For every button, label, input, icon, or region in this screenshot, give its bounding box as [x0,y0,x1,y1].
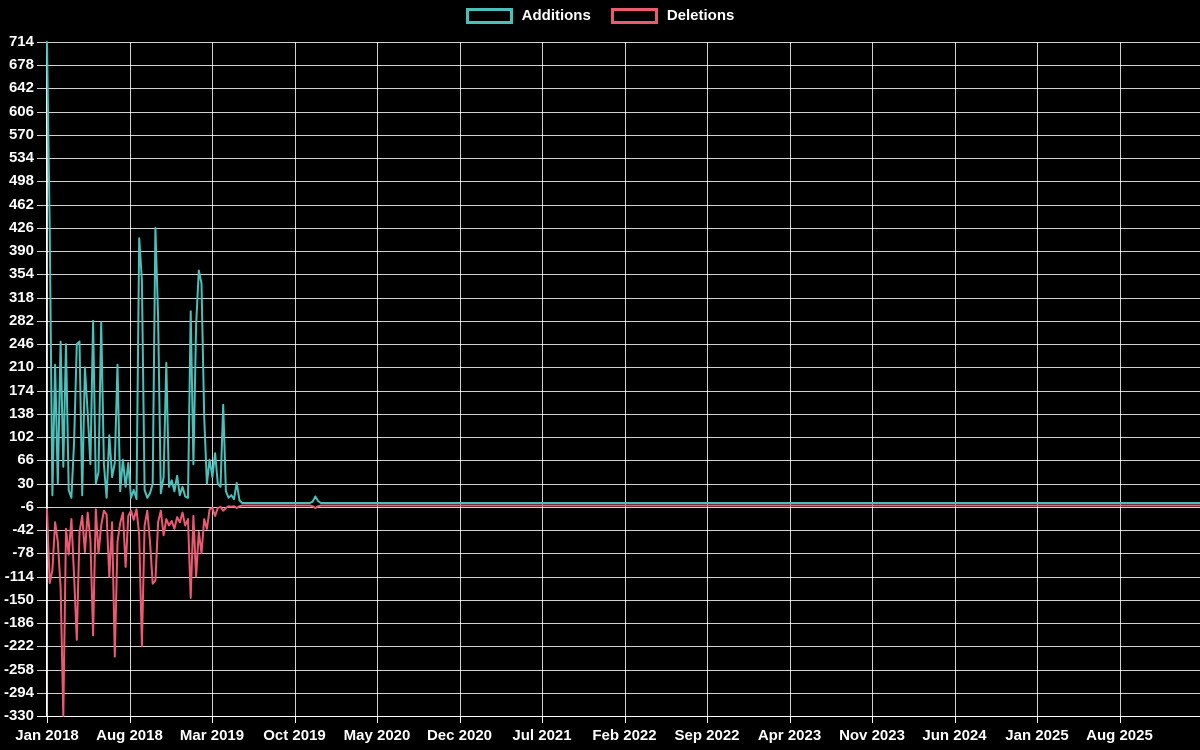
x-tick-label: Dec 2020 [426,727,493,744]
y-tick-label: 462 [8,195,34,213]
x-tick-label: Feb 2022 [592,727,657,744]
deletions-legend-swatch-icon [610,8,658,24]
y-tick-label: -294 [3,683,34,701]
y-tick-label: 354 [8,265,34,283]
y-tick-label: 642 [8,79,34,97]
x-tick-label: Jun 2024 [922,727,987,744]
y-tick-label: -186 [3,614,34,632]
y-tick-label: 714 [8,33,34,50]
x-tick-label: Sep 2022 [674,727,740,744]
x-tick-label: Mar 2019 [179,727,245,744]
x-tick-label: Jan 2018 [15,727,79,744]
y-tick-label: -222 [3,637,34,655]
y-tick-label: -114 [4,567,34,585]
y-tick-label: 246 [8,335,34,353]
y-tick-label: 390 [8,242,34,260]
y-tick-label: 498 [8,172,34,190]
y-tick-label: 282 [8,311,34,329]
y-tick-label: 606 [8,102,34,120]
y-tick-label: -6 [20,497,34,515]
legend-item-deletions[interactable]: Deletions [610,7,735,25]
chart-legend: Additions Deletions [0,7,1200,25]
y-tick-label: -42 [12,521,34,539]
y-tick-label: 426 [8,218,34,236]
x-tick-label: Nov 2023 [839,727,905,744]
x-tick-label: Oct 2019 [263,727,326,744]
additions-line [46,41,1200,504]
x-tick-label: Aug 2025 [1086,727,1153,744]
y-tick-label: -78 [12,544,34,562]
x-tick-label: May 2020 [343,727,411,744]
y-tick-label: 678 [8,56,34,74]
y-tick-label: 138 [8,404,34,422]
legend-item-additions[interactable]: Additions [465,7,591,25]
y-tick-label: 30 [17,474,34,492]
deletions-line [46,504,1200,717]
y-tick-label: -330 [3,707,34,724]
x-tick-label: Aug 2018 [96,727,163,744]
x-tick-label: Jul 2021 [512,727,572,744]
y-tick-label: 570 [8,125,34,143]
y-tick-label: 102 [8,428,34,446]
x-tick-label: Jan 2025 [1005,727,1069,744]
x-tick-label: Apr 2023 [757,727,822,744]
y-tick-label: 318 [8,288,34,306]
y-tick-label: -258 [3,660,34,678]
legend-label-deletions: Deletions [666,7,735,24]
y-tick-label: 210 [8,358,34,376]
y-tick-label: 174 [8,381,34,399]
legend-label-additions: Additions [521,7,591,24]
additions-legend-swatch-icon [465,8,513,24]
y-tick-label: 66 [17,451,34,469]
y-tick-label: -150 [3,590,34,608]
y-tick-label: 534 [8,149,34,167]
